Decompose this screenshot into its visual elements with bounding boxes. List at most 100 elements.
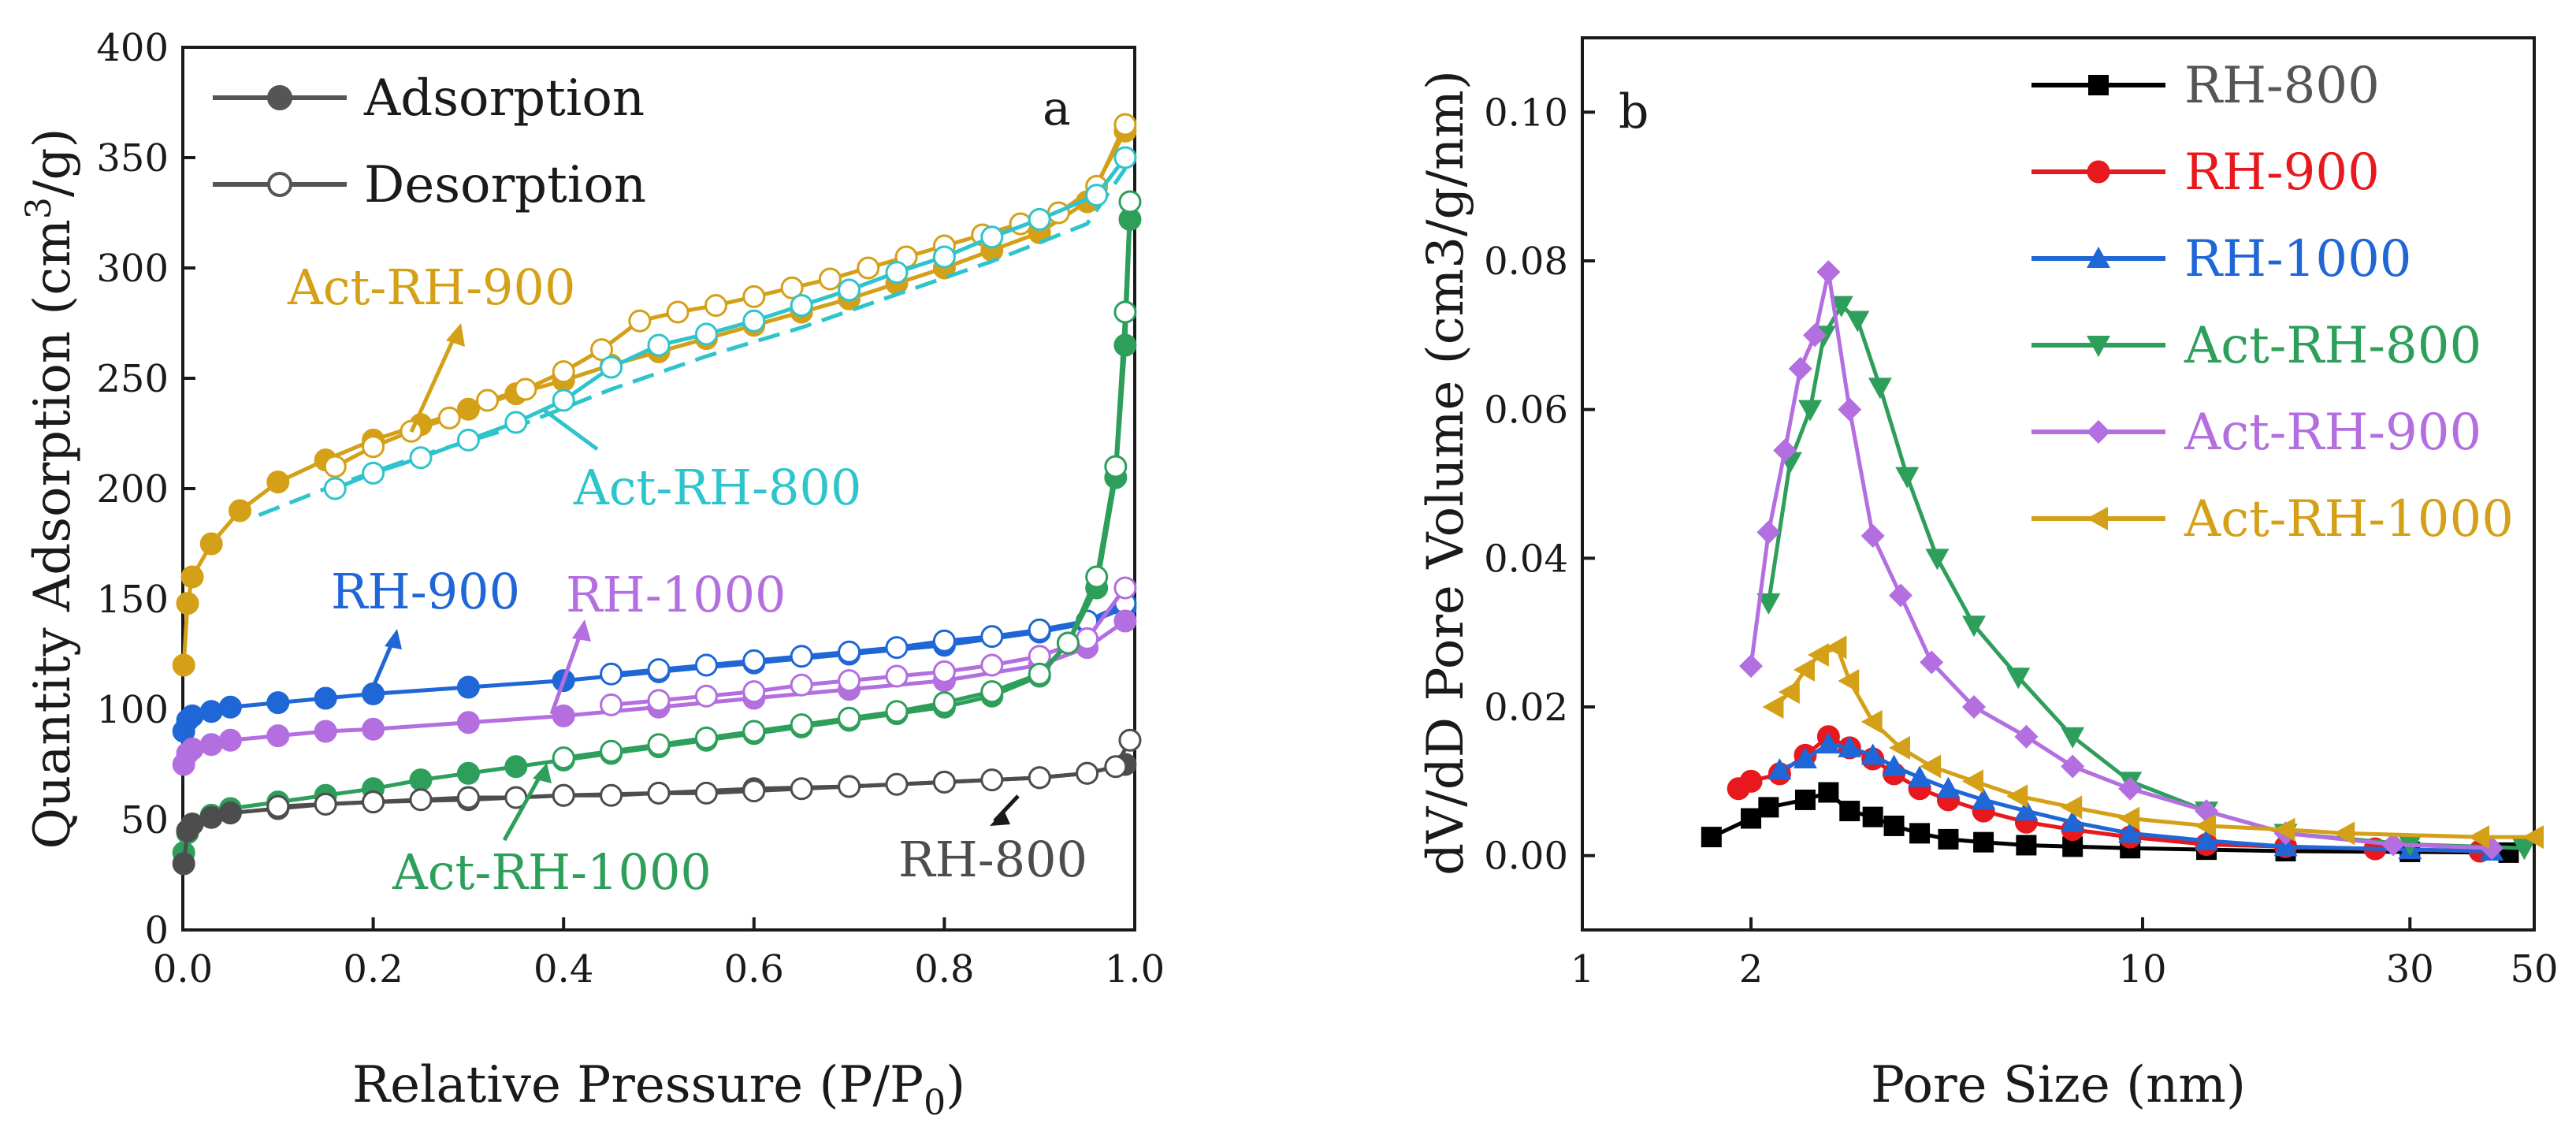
point-rh-800-desorption-3 (1028, 766, 1051, 790)
point-act-rh-900-desorption-7 (857, 256, 880, 280)
point-act-rh-900-13 (2118, 776, 2143, 801)
legend-item-act-rh-800: Act-RH-800 (2031, 317, 2481, 375)
point-act-rh-1000-desorption-14 (600, 739, 623, 763)
point-rh-800-desorption-8 (790, 777, 813, 801)
line-act-rh-1000-desorption (563, 201, 1132, 761)
point-act-rh-800-2 (1798, 400, 1823, 422)
point-rh-800-desorption-5 (932, 770, 956, 794)
point-rh-800-11 (2016, 835, 2037, 856)
point-rh-900-desorption-11 (600, 662, 623, 686)
point-act-rh-800-desorption-15 (409, 446, 433, 470)
point-rh-1000-9 (2014, 799, 2039, 821)
a-xtick-label-5: 1.0 (1105, 947, 1165, 991)
point-act-rh-800-desorption-1 (1085, 184, 1109, 207)
point-rh-800-9 (1938, 828, 1959, 850)
point-rh-1000-2 (1816, 732, 1841, 754)
arrow-act-rh-800 (542, 407, 599, 452)
a-ytick-label-7: 350 (96, 136, 169, 180)
point-rh-1000-adsorption-9 (552, 704, 575, 727)
point-rh-1000-adsorption-7 (362, 717, 385, 741)
point-rh-1000-desorption-8 (742, 680, 766, 704)
point-rh-1000-0 (1768, 758, 1792, 780)
legend-item-act-rh-1000: Act-RH-1000 (2031, 490, 2514, 549)
annotation-rh-1000: RH-1000 (566, 566, 786, 623)
legend-marker-act-rh-900 (2087, 420, 2110, 444)
point-rh-800-6 (1862, 806, 1883, 827)
panel-b-ylabel: dV/dD Pore Volume (cm3/g/nm) (1417, 70, 1475, 876)
point-act-rh-1000-13 (2195, 813, 2217, 838)
point-rh-800-desorption-19 (266, 794, 290, 818)
point-rh-1000-12 (2195, 828, 2219, 850)
point-act-rh-800-desorption-13 (504, 411, 528, 434)
point-rh-1000-desorption-5 (885, 664, 909, 688)
point-rh-1000-desorption-4 (932, 660, 956, 683)
point-act-rh-800-10 (2006, 668, 2031, 690)
point-act-rh-1000-9 (1961, 769, 1983, 794)
legend-adsorption-marker (267, 85, 292, 110)
point-rh-800-0 (1701, 827, 1722, 848)
point-act-rh-1000-desorption-13 (647, 733, 671, 757)
point-rh-1000-adsorption-6 (314, 720, 337, 743)
point-rh-800-adsorption-3 (199, 805, 223, 829)
b-xtick-label-4: 50 (2510, 947, 2558, 991)
point-act-rh-800-desorption-10 (647, 333, 671, 357)
point-act-rh-800-6 (1868, 377, 1892, 400)
point-act-rh-1000-desorption-7 (932, 691, 956, 715)
panel-b-series (1701, 260, 2544, 863)
a-ytick-label-0: 0 (144, 909, 169, 953)
point-rh-1000-desorption-11 (600, 693, 623, 716)
point-rh-1000-adsorption-8 (456, 711, 480, 734)
point-rh-900-desorption-6 (838, 640, 861, 664)
point-act-rh-800-desorption-5 (885, 261, 909, 284)
panel-a-annotations: Act-RH-900 Act-RH-800 RH-900 RH-1000 Act… (287, 258, 1087, 901)
a-xtick-label-2: 0.4 (533, 947, 593, 991)
panel-a-ylabel-sup: 3 (19, 197, 59, 219)
series-rh-900-desorption (600, 592, 1137, 686)
point-act-rh-900-3 (1788, 356, 1812, 381)
legend-marker-rh-800 (2088, 75, 2109, 95)
point-act-rh-900-16 (2381, 832, 2405, 857)
point-rh-800-desorption-13 (552, 783, 575, 807)
point-act-rh-900-1 (1756, 520, 1781, 545)
point-rh-900-1 (1739, 769, 1763, 793)
a-ytick-label-2: 100 (96, 688, 169, 732)
b-ytick-label-1: 0.02 (1484, 686, 1568, 730)
panel-a-ylabel-end: /g) (24, 128, 82, 198)
point-act-rh-800-desorption-12 (552, 389, 575, 412)
point-rh-800-desorption-15 (456, 786, 480, 809)
point-rh-800-adsorption-4 (218, 801, 242, 825)
point-act-rh-900-desorption-20 (362, 435, 385, 459)
point-act-rh-1000-desorption-0 (1118, 190, 1142, 214)
point-rh-800-5 (1839, 801, 1860, 822)
point-act-rh-1000-14 (2273, 817, 2295, 842)
panel-a-ylabel: Quantity Adsorption (cm3/g) (19, 128, 82, 850)
legend-adsorption-label: Adsorption (363, 69, 645, 128)
point-act-rh-900-desorption-13 (628, 309, 652, 333)
line-act-rh-1000 (1772, 645, 2534, 839)
point-act-rh-800-desorption-8 (742, 309, 766, 333)
point-act-rh-1000-adsorption-9 (456, 761, 480, 785)
point-act-rh-1000-12 (2118, 806, 2140, 831)
point-rh-1000-adsorption-4 (218, 728, 242, 752)
b-xtick-label-3: 30 (2386, 947, 2434, 991)
panel-a-xlabel: Relative Pressure (P/P0) (352, 1056, 965, 1123)
point-rh-800-desorption-10 (694, 781, 718, 805)
series-act-rh-800 (1756, 296, 2537, 861)
point-act-rh-900-desorption-21 (323, 455, 347, 478)
point-act-rh-900-adsorption-1 (176, 592, 199, 615)
annotation-rh-900: RH-900 (331, 563, 520, 620)
point-act-rh-900-9 (1920, 650, 1944, 675)
point-act-rh-1000-desorption-5 (1028, 662, 1051, 686)
legend-marker-rh-900 (2087, 160, 2110, 184)
point-rh-1000-6 (1908, 765, 1932, 787)
point-act-rh-800-desorption-11 (600, 355, 623, 379)
point-rh-900-adsorption-6 (314, 686, 337, 710)
arrowhead-act-rh-900 (446, 323, 465, 347)
point-act-rh-1000-adsorption-10 (504, 755, 528, 779)
point-rh-1000-3 (1838, 735, 1862, 757)
arrow-rh-900 (368, 638, 396, 694)
panel-a: 0.0 0.2 0.4 0.6 0.8 1.0 0 50 100 150 200 250 300 350 4… (19, 26, 1165, 1123)
point-act-rh-1000-11 (2061, 795, 2083, 820)
point-act-rh-800-desorption-17 (323, 477, 347, 500)
